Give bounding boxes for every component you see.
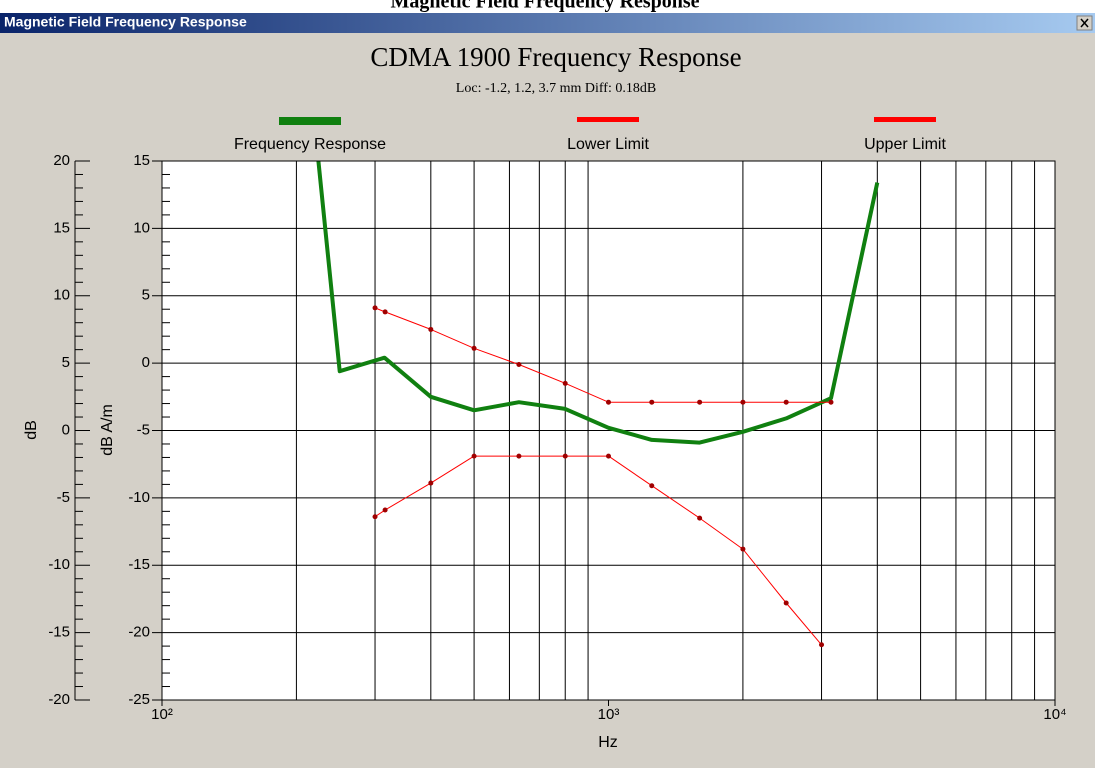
- series-line: [374, 307, 831, 403]
- marker: [697, 515, 703, 521]
- marker: [562, 453, 568, 459]
- plot: [162, 161, 1055, 700]
- legend-label: Frequency Response: [234, 136, 386, 153]
- series-line: [374, 455, 822, 646]
- y2-tick-label: 20: [53, 152, 70, 169]
- y-tick-label: 10: [133, 219, 150, 236]
- marker: [606, 399, 611, 405]
- x-tick-label: 10³: [598, 706, 620, 723]
- close-button[interactable]: [1076, 15, 1093, 31]
- marker: [372, 514, 378, 520]
- y-axis-label: dB A/m: [99, 404, 116, 456]
- y-tick-label: 15: [133, 152, 150, 169]
- marker: [516, 361, 522, 367]
- y-tick-label: 0: [142, 354, 150, 371]
- marker: [562, 380, 568, 386]
- plot-border: [161, 160, 1056, 701]
- marker: [740, 546, 746, 552]
- x-axis-label: Hz: [598, 734, 618, 751]
- y-tick-label: -5: [137, 421, 150, 438]
- marker: [382, 309, 388, 315]
- marker: [382, 507, 388, 513]
- marker: [428, 480, 434, 486]
- y-tick-label: 5: [142, 287, 150, 304]
- y2-axis-label: dB: [23, 420, 40, 440]
- y2-tick-label: 10: [53, 287, 70, 304]
- marker: [428, 326, 434, 332]
- page-heading: Magnetic Field Frequency Response: [390, 0, 699, 13]
- y-tick-label: -25: [128, 691, 150, 708]
- marker: [606, 453, 611, 459]
- marker: [649, 399, 655, 405]
- y-tick-label: -10: [128, 489, 150, 506]
- window-title: Magnetic Field Frequency Response: [4, 14, 247, 30]
- marker: [819, 642, 825, 648]
- marker: [783, 399, 789, 405]
- marker: [740, 399, 746, 405]
- marker: [649, 483, 655, 489]
- legend-label: Upper Limit: [864, 136, 946, 153]
- marker: [516, 453, 522, 459]
- y2-tick-label: 15: [53, 219, 70, 236]
- marker: [372, 305, 378, 311]
- y2-tick-label: 0: [62, 421, 70, 438]
- title-bar: [0, 13, 1095, 33]
- chart-title: CDMA 1900 Frequency Response: [370, 42, 741, 72]
- legend-swatch: [577, 117, 639, 122]
- x-tick-label: 10²: [151, 706, 173, 723]
- y2-tick-label: 5: [62, 354, 70, 371]
- y2-tick-label: -10: [48, 556, 70, 573]
- chart-subtitle: Loc: -1.2, 1.2, 3.7 mm Diff: 0.18dB: [456, 81, 656, 96]
- marker: [471, 453, 477, 459]
- marker: [471, 345, 477, 351]
- marker: [697, 399, 703, 405]
- y-tick-label: -20: [128, 624, 150, 641]
- marker: [783, 600, 789, 606]
- legend-label: Lower Limit: [567, 136, 649, 153]
- legend-swatch: [279, 117, 341, 125]
- y2-tick-label: -5: [57, 489, 70, 506]
- y2-tick-label: -20: [48, 691, 70, 708]
- legend-swatch: [874, 117, 936, 122]
- y-tick-label: -15: [128, 556, 150, 573]
- series-line: [316, 161, 880, 445]
- x-tick-label: 10⁴: [1043, 706, 1066, 723]
- y2-tick-label: -15: [48, 624, 70, 641]
- marker: [828, 399, 834, 405]
